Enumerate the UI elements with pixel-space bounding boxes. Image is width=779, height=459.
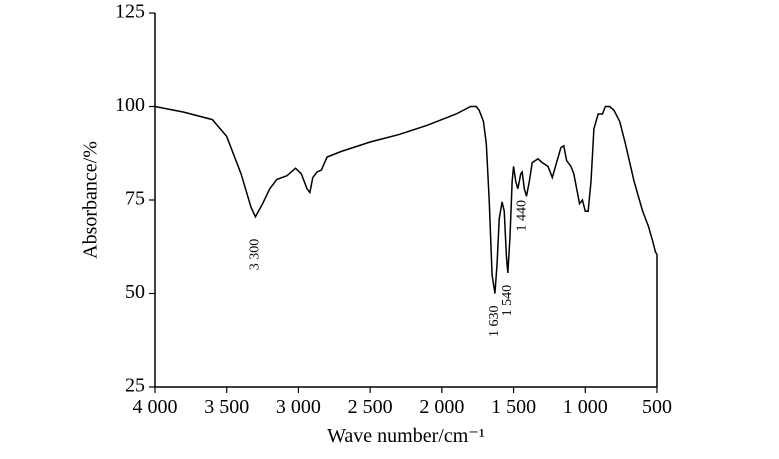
spectrum-line — [154, 105, 658, 294]
x-tick-label: 500 — [642, 396, 672, 418]
y-tick-label: 75 — [125, 188, 145, 210]
x-tick-label: 2 500 — [348, 396, 393, 418]
x-axis-title: Wave number/cm⁻¹ — [327, 425, 485, 447]
x-tick-label: 3 000 — [276, 396, 321, 418]
peak-annotation: 1 540 — [500, 285, 515, 317]
y-axis-title: Absorbance/% — [80, 141, 102, 259]
y-tick-label: 50 — [125, 281, 145, 303]
x-tick-label: 1 000 — [563, 396, 608, 418]
y-tick-label: 125 — [115, 1, 145, 23]
x-tick-label: 4 000 — [133, 396, 178, 418]
x-tick-label: 1 500 — [491, 396, 536, 418]
peak-annotation: 1 440 — [514, 200, 529, 232]
x-tick-label: 3 500 — [204, 396, 249, 418]
x-tick-label: 2 000 — [419, 396, 464, 418]
y-tick-label: 100 — [115, 94, 145, 116]
y-tick-label: 25 — [125, 375, 145, 397]
peak-annotation: 1 630 — [487, 306, 502, 338]
peak-annotation: 3 300 — [248, 239, 263, 270]
